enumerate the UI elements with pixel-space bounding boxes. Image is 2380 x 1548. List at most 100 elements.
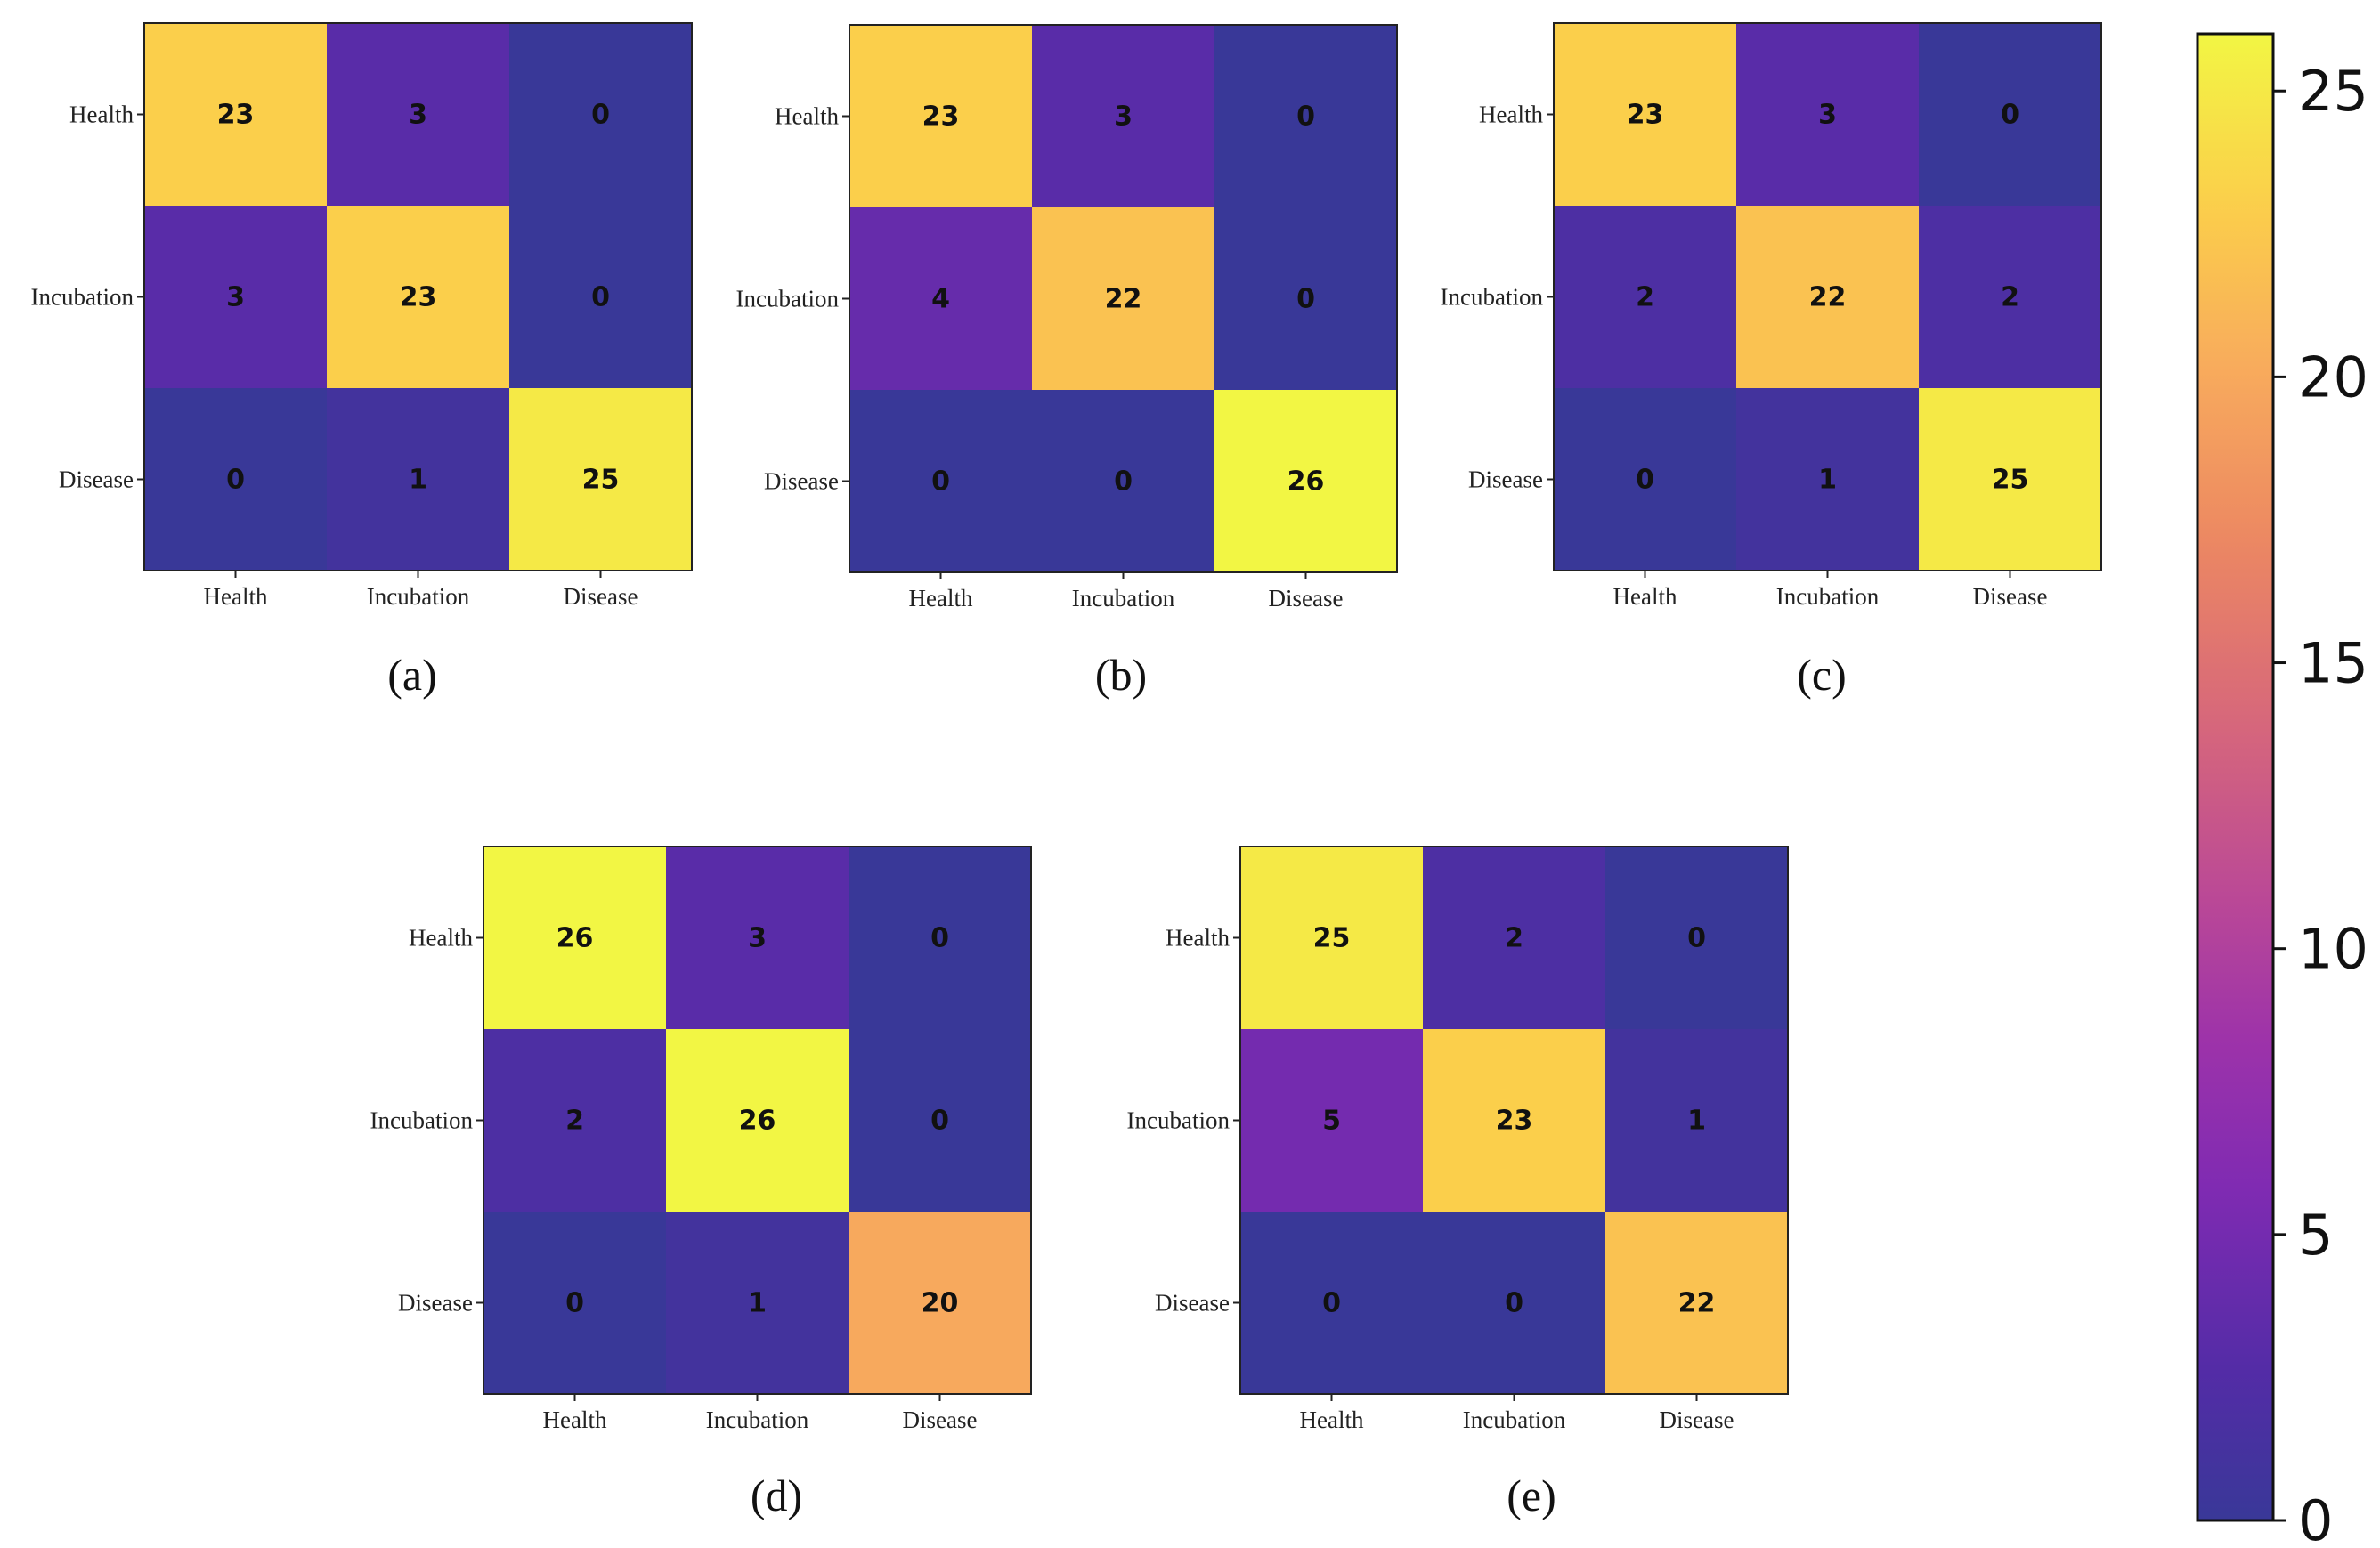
cell-value-label: 1	[748, 1288, 767, 1319]
heatmap-cell	[483, 1029, 666, 1212]
heatmap-cell	[1919, 388, 2101, 571]
heatmap-cell	[509, 388, 692, 571]
colorbar-tick-label: 15	[2298, 631, 2368, 696]
x-tick-label: Health	[1300, 1406, 1364, 1433]
x-tick-label: Health	[1613, 583, 1677, 610]
heatmap-cell	[666, 1212, 849, 1394]
heatmap-cell	[1214, 25, 1397, 207]
heatmap-cell	[509, 23, 692, 206]
heatmap-cell	[1032, 25, 1214, 207]
panel-label: (e)	[1507, 1471, 1556, 1520]
confusion-matrix-b: 23 3 0 4 22 0 0 0 26 Health Incubation Disease Healt…	[736, 24, 1398, 700]
cell-value-label: 1	[1687, 1106, 1706, 1137]
heatmap-cell	[1919, 23, 2101, 206]
cell-value-label: 0	[1687, 923, 1706, 954]
heatmap-cell	[1032, 390, 1214, 572]
x-tick-label: Disease	[564, 583, 638, 610]
cell-value-label: 2	[1636, 282, 1654, 313]
heatmap-cell	[849, 390, 1032, 572]
heatmap-cell	[1736, 206, 1919, 388]
heatmap-cell	[327, 23, 509, 206]
heatmap-cell	[509, 206, 692, 388]
colorbar-tick-label: 25	[2298, 59, 2368, 124]
y-tick-label: Health	[1166, 925, 1230, 952]
y-tick-label: Disease	[398, 1290, 473, 1317]
cell-value-label: 0	[591, 100, 610, 131]
panel-label: (c)	[1797, 650, 1847, 700]
confusion-matrix-panels: 23 3 03 23 00 1 25HealthIncubationDiseaseHealt…	[31, 22, 2102, 1520]
cell-value-label: 0	[931, 466, 950, 498]
cell-value-label: 20	[922, 1288, 959, 1319]
panel-label: (b)	[1095, 650, 1147, 700]
cell-value-label: 0	[1296, 284, 1315, 315]
heatmap-cell	[327, 206, 509, 388]
x-tick-label: Health	[543, 1406, 607, 1433]
heatmap-cell	[1554, 388, 1736, 571]
cell-value-label: 25	[582, 465, 620, 496]
heatmap-cell	[1240, 1212, 1423, 1394]
confusion-matrix-d: 26 3 0 2 26 0 0 1 20 Health Incubation Disease Healt…	[370, 846, 1032, 1520]
heatmap-cell	[1736, 23, 1919, 206]
cell-value-label: 0	[2001, 100, 2019, 131]
cell-value-label: 0	[1296, 101, 1315, 133]
heatmap-cell	[1605, 847, 1788, 1029]
cell-value-label: 2	[565, 1106, 584, 1137]
x-tick-label: Incubation	[1463, 1406, 1566, 1433]
heatmap-cell	[849, 207, 1032, 390]
heatmap-cell	[849, 1212, 1031, 1394]
cell-value-label: 4	[931, 284, 950, 315]
cell-value-label: 1	[1818, 465, 1837, 496]
confusion-matrix-e: 25 2 0 5 23 1 0 0 22 Health Incubation Disease Healt…	[1127, 846, 1789, 1520]
confusion-matrix-c: 23 3 02 22 20 1 25HealthIncubationDiseaseHealt…	[1441, 22, 2102, 700]
heatmap-cell	[1032, 207, 1214, 390]
cell-value-label: 0	[930, 1106, 949, 1137]
heatmap-cell	[666, 1029, 849, 1212]
colorbar-tick-label: 0	[2298, 1488, 2333, 1548]
y-tick-label: Incubation	[736, 286, 840, 312]
cell-value-label: 22	[1105, 284, 1142, 315]
cell-value-label: 3	[226, 282, 245, 313]
colorbar: 0 5 10 15 20 25	[2196, 32, 2368, 1548]
cell-value-label: 26	[1287, 466, 1325, 498]
y-tick-label: Disease	[59, 466, 134, 493]
heatmap-cell	[1240, 847, 1423, 1029]
colorbar-gradient	[2196, 32, 2275, 1522]
heatmap-cell	[1605, 1029, 1788, 1212]
heatmap-cell	[1554, 23, 1736, 206]
x-tick-label: Disease	[903, 1406, 978, 1433]
x-tick-label: Incubation	[1072, 585, 1175, 612]
cell-value-label: 0	[1114, 466, 1133, 498]
y-tick-label: Disease	[1155, 1290, 1230, 1317]
heatmap-cell	[144, 388, 327, 571]
confusion-matrix-a: 23 3 0 3 23 0 0 1 25 Health Incubation Disease Healt…	[31, 22, 693, 700]
heatmap-cell	[483, 1212, 666, 1394]
y-tick-label: Health	[775, 103, 839, 130]
y-tick-label: Disease	[764, 468, 839, 495]
y-tick-label: Health	[409, 925, 473, 952]
heatmap-cell	[1423, 1212, 1605, 1394]
cell-value-label: 0	[1505, 1288, 1523, 1319]
y-tick-label: Health	[69, 101, 134, 128]
cell-value-label: 0	[591, 282, 610, 313]
y-tick-label: Incubation	[1441, 284, 1544, 311]
cell-value-label: 23	[922, 101, 960, 133]
cell-value-label: 23	[400, 282, 437, 313]
x-tick-label: Incubation	[706, 1406, 809, 1433]
heatmap-cell	[1214, 207, 1397, 390]
cell-value-label: 0	[1322, 1288, 1341, 1319]
cell-value-label: 25	[1992, 465, 2029, 496]
heatmap-cell	[1736, 388, 1919, 571]
heatmap-cell	[1214, 390, 1397, 572]
cell-value-label: 26	[739, 1106, 776, 1137]
cell-value-label: 2	[1505, 923, 1523, 954]
cell-value-label: 0	[226, 465, 245, 496]
colorbar-tick-label: 5	[2298, 1203, 2333, 1268]
y-tick-label: Health	[1479, 101, 1543, 128]
heatmap-cell	[666, 847, 849, 1029]
x-tick-label: Disease	[1269, 585, 1344, 612]
heatmap-cell	[849, 25, 1032, 207]
heatmap-cell	[1605, 1212, 1788, 1394]
heatmap-cell	[849, 847, 1031, 1029]
heatmap-cell	[327, 388, 509, 571]
heatmap-cell	[483, 847, 666, 1029]
